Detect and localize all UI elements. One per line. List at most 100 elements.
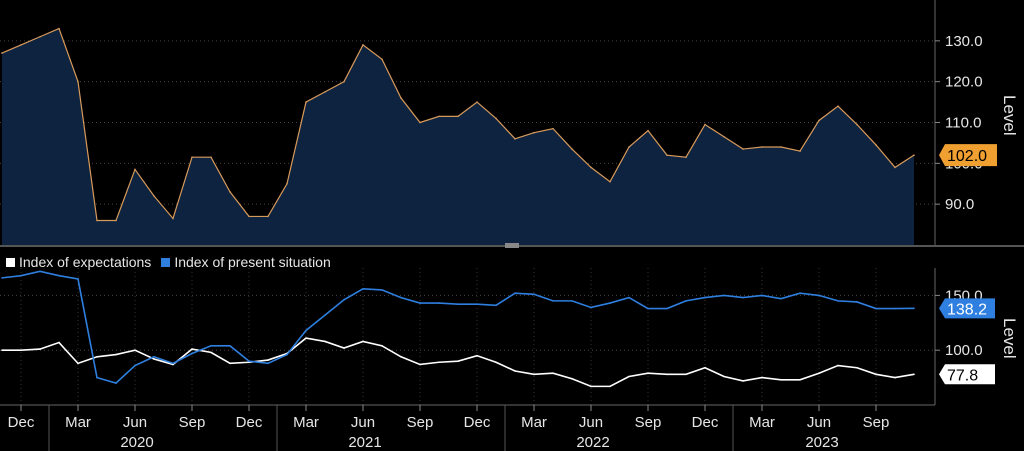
top-data-point (761, 146, 763, 148)
x-month-label: Jun (351, 414, 375, 431)
top-y-tick-label: 90.0 (945, 196, 974, 213)
panel-resize-handle (505, 243, 519, 248)
expectations-data-point (58, 341, 60, 344)
top-data-point (400, 97, 402, 99)
legend-item-present-situation[interactable]: Index of present situation (161, 254, 331, 270)
x-month-label: Sep (635, 414, 662, 431)
top-data-point (704, 123, 706, 126)
top-data-point (305, 101, 307, 103)
top-data-point (267, 215, 269, 218)
expectations-data-point (20, 349, 22, 352)
expectations-data-point (1, 349, 3, 352)
top-data-point (457, 115, 459, 118)
top-area-fill (2, 28, 914, 246)
present-situation-data-point (248, 360, 250, 362)
present-situation-data-point (742, 296, 744, 299)
top-data-point (210, 156, 212, 159)
top-data-point (381, 58, 383, 61)
expectations-data-point (210, 351, 212, 354)
x-month-label: Sep (179, 414, 206, 431)
bottom-y-axis-title: Level (1000, 318, 1019, 359)
expectations-data-point (894, 376, 896, 379)
present-situation-data-point (647, 307, 649, 310)
top-data-point (229, 191, 231, 193)
present-situation-data-point (305, 329, 307, 332)
legend-label-expectations: Index of expectations (19, 254, 152, 270)
present-situation-data-point (457, 303, 459, 305)
top-data-point (324, 91, 326, 93)
x-month-label: Mar (749, 414, 775, 431)
expectations-data-point (913, 373, 915, 376)
expectations-data-point (514, 370, 516, 372)
present-situation-data-point (39, 270, 41, 273)
top-data-point (153, 195, 155, 197)
top-data-point (552, 127, 554, 130)
top-data-point (495, 117, 497, 120)
expectations-data-point (134, 349, 136, 352)
x-month-label: Jun (807, 414, 831, 431)
x-year-label: 2022 (576, 434, 609, 451)
present-situation-data-point (77, 278, 79, 280)
expectations-last-value-badge (939, 364, 995, 385)
present-situation-data-point (20, 274, 22, 277)
x-year-label: 2021 (348, 434, 381, 451)
expectations-data-point (77, 362, 79, 365)
present-situation-data-point (400, 296, 402, 299)
present-situation-series-line (1, 270, 915, 384)
legend: Index of expectations Index of present s… (6, 254, 331, 270)
expectations-data-point (153, 358, 155, 360)
present-situation-data-point (818, 294, 820, 297)
top-data-point (590, 166, 592, 169)
present-situation-data-point (115, 382, 117, 384)
expectations-data-point (419, 363, 421, 366)
present-situation-data-point (172, 362, 174, 365)
top-data-point (419, 121, 421, 124)
top-data-point (438, 115, 440, 118)
expectations-data-point (761, 376, 763, 379)
expectations-data-point (780, 378, 782, 381)
present-situation-data-point (362, 288, 364, 290)
top-data-point (723, 135, 725, 138)
present-situation-data-point (761, 294, 763, 297)
top-data-point (894, 166, 896, 169)
expectations-data-point (856, 366, 858, 369)
present-situation-data-point (590, 306, 592, 309)
expectations-data-point (39, 348, 41, 350)
present-situation-data-point (191, 352, 193, 355)
top-data-point (39, 35, 41, 38)
x-month-label: Dec (464, 414, 491, 431)
present-situation-data-point (381, 289, 383, 291)
present-situation-data-point (837, 300, 839, 302)
expectations-data-point (590, 385, 592, 388)
expectations-last-value-label: 77.8 (947, 367, 978, 384)
top-data-point (818, 119, 820, 122)
expectations-data-point (609, 385, 611, 388)
x-month-label: Jun (123, 414, 147, 431)
expectations-data-point (571, 377, 573, 380)
expectations-data-point (628, 375, 630, 378)
x-year-label: 2020 (120, 434, 153, 451)
present-situation-data-point (704, 296, 706, 299)
top-data-point (248, 215, 250, 218)
x-month-label: Dec (8, 414, 35, 431)
present-situation-data-point (286, 353, 288, 356)
top-data-point (856, 123, 858, 126)
top-data-point (913, 154, 915, 156)
top-data-point (77, 80, 79, 83)
top-y-tick-label: 110.0 (945, 115, 981, 132)
present-situation-data-point (799, 292, 801, 295)
present-situation-data-point (514, 292, 516, 295)
top-data-point (1, 52, 3, 54)
present-situation-data-point (780, 297, 782, 300)
present-situation-data-point (210, 345, 212, 347)
legend-item-expectations[interactable]: Index of expectations (6, 254, 151, 270)
expectations-data-point (267, 359, 269, 361)
top-data-point (799, 150, 801, 152)
expectations-data-point (647, 372, 649, 375)
expectations-data-point (115, 353, 117, 356)
present-situation-data-point (324, 314, 326, 316)
expectations-data-point (96, 355, 98, 358)
expectations-data-point (381, 345, 383, 347)
